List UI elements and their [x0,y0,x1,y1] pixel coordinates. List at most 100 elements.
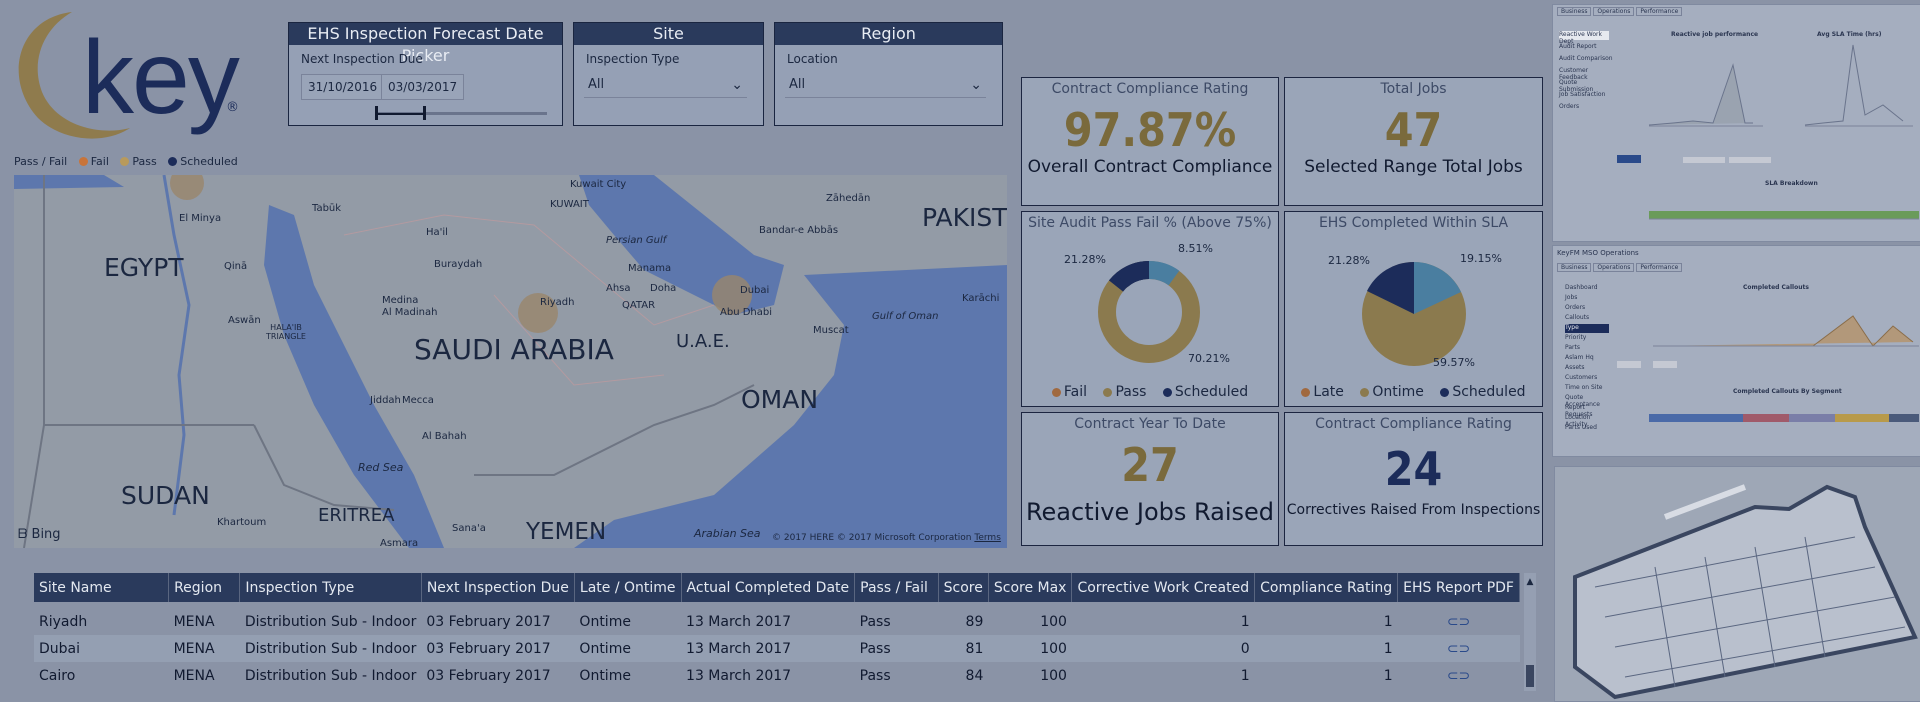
legend-scheduled[interactable]: Scheduled [1162,384,1248,400]
region-slicer-title: Region [775,23,1002,45]
card-title: Total Jobs [1380,81,1447,97]
report-preview-performance[interactable]: Business Operations Performance Reactive… [1552,4,1920,242]
legend-fail[interactable]: Fail [78,155,109,168]
donut-fail-slice [1148,261,1180,286]
end-date-input[interactable]: 03/03/2017 [381,74,465,100]
inspections-table: Site Name Region Inspection Type Next In… [34,573,1520,689]
cell-compliance: 1 [1383,613,1393,630]
floor-plan-drawing [1573,484,1918,700]
location-dropdown[interactable]: All ⌄ [785,73,986,98]
column-header[interactable]: EHS Report PDF [1397,573,1520,602]
column-header[interactable]: Actual Completed Date [681,573,856,602]
inspection-map[interactable]: EGYPT SAUDI ARABIA U.A.E. OMAN SUDAN ERI… [14,175,1007,548]
scrollbar-thumb[interactable] [1526,665,1534,687]
map-place: HALA'IB TRIANGLE [266,323,306,341]
map-terms-link[interactable]: Terms [974,533,1001,543]
map-place: Karāchi [962,293,1000,304]
preview-charts [1617,44,1919,220]
pdf-link-icon[interactable]: ⊂⊃ [1397,635,1520,662]
card-subtitle: Correctives Raised From Inspections [1286,502,1541,518]
location-value: All [789,77,806,92]
cell-passfail: Pass [859,667,891,684]
pie-late-slice [1414,262,1461,314]
column-header[interactable]: Next Inspection Due [421,573,575,602]
map-place: Khartoum [217,517,267,528]
pdf-link-icon[interactable]: ⊂⊃ [1446,613,1471,630]
column-header[interactable]: Region [168,573,241,602]
cell-corrective: 1 [1240,613,1250,630]
legend-pass[interactable]: Pass [1103,384,1146,400]
cell-score: 84 [965,667,984,684]
cell-corrective: 0 [1071,635,1255,662]
map-legend: Pass / Fail Fail Pass Scheduled [14,155,246,168]
table-scrollbar[interactable]: ▲ [1524,573,1536,691]
preview-ops-title: KeyFM MSO Operations [1557,249,1639,257]
card-title: Contract Compliance Rating [1051,81,1249,97]
map-place: Bandar-e Abbās [759,225,839,236]
cell-due: 03 February 2017 [426,613,551,630]
report-preview-operations[interactable]: KeyFM MSO Operations Business Operations… [1552,245,1920,457]
legend-pass[interactable]: Pass [120,155,157,168]
table-row[interactable]: Cairo MENA Distribution Sub - Indoor 03 … [34,662,1520,689]
map-place: Doha [650,283,677,294]
map-label-pakistan: PAKIST [922,203,1007,232]
total-jobs-card: Total Jobs 47 Selected Range Total Jobs [1284,77,1543,206]
map-place: Al Madinah [382,307,438,318]
map-place: Asmara [380,538,419,548]
scheduled-dot-icon [168,157,178,166]
floor-plan-image[interactable] [1554,466,1920,702]
column-header[interactable]: Late / Ontime [574,573,682,602]
date-range-handle-end[interactable] [423,106,426,120]
column-header[interactable]: Site Name [34,573,170,602]
legend-late[interactable]: Late [1301,384,1344,400]
table-row[interactable]: Dubai MENA Distribution Sub - Indoor 03 … [34,635,1520,662]
audit-donut-chart[interactable] [1022,234,1278,384]
inspection-type-dropdown[interactable]: All ⌄ [584,73,747,98]
legend-ontime[interactable]: Ontime [1360,384,1424,400]
cell-passfail: Pass [854,635,939,662]
column-header[interactable]: Corrective Work Created [1071,573,1256,602]
legend-scheduled[interactable]: Scheduled [168,155,238,168]
map-label-sudan: SUDAN [121,481,210,510]
map-place: El Minya [179,213,222,224]
column-header[interactable]: Pass / Fail [854,573,939,602]
scroll-up-icon[interactable]: ▲ [1526,577,1534,587]
map-place: Tabūk [312,203,342,214]
column-header[interactable]: Score Max [988,573,1073,602]
sla-legend: Late Ontime Scheduled [1285,384,1542,400]
cell-site: Cairo [39,667,76,684]
fail-dot-icon [1051,388,1061,397]
legend-fail[interactable]: Fail [1051,384,1087,400]
correctives-value: 24 [1384,442,1443,496]
map-place: KUWAIT [550,199,589,210]
logo-registered: ® [226,100,239,115]
map-place: Arabian Sea [694,527,761,540]
pdf-link-icon[interactable]: ⊂⊃ [1446,667,1471,684]
start-date-input[interactable]: 31/10/2016 [301,74,385,100]
ehs-sla-card: EHS Completed Within SLA 21.28% 19.15% 5… [1284,211,1543,407]
column-header[interactable]: Compliance Rating [1254,573,1399,602]
preview-ops-nav: Dashboard Jobs Orders Callouts Type Prio… [1557,284,1613,454]
sla-label: 21.28% [1328,254,1370,267]
map-label-uae: U.A.E. [676,331,730,352]
card-title: EHS Completed Within SLA [1318,215,1509,231]
total-jobs-value: 47 [1384,103,1443,157]
column-header[interactable]: Inspection Type [239,573,422,602]
bing-logo: ᗷ Bing [18,527,61,542]
table-row[interactable]: Riyadh MENA Distribution Sub - Indoor 03… [34,608,1520,635]
date-range-track[interactable] [377,112,547,115]
map-place: Jiddah [370,395,401,406]
map-place: Red Sea [358,461,404,474]
column-header[interactable]: Score [938,573,989,602]
scheduled-dot-icon [1162,388,1172,397]
date-range-handle-start[interactable] [375,106,378,120]
map-label-saudi-arabia: SAUDI ARABIA [414,333,614,366]
cell-corrective: 1 [1240,667,1250,684]
pie-scheduled-slice [1367,261,1414,314]
map-place: Buraydah [434,259,483,270]
map-place: Persian Gulf [606,235,667,246]
cell-score: 89 [965,613,984,630]
legend-scheduled[interactable]: Scheduled [1440,384,1526,400]
sla-pie-chart[interactable] [1285,234,1541,384]
preview-callouts-title: Completed Callouts [1743,284,1809,291]
